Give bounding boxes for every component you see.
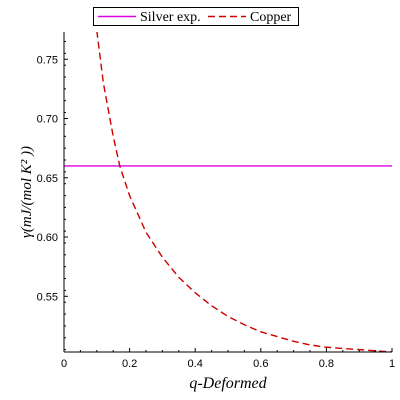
x-tick-label: 0.4 [188,358,203,370]
y-axis-title: γ(mJ/(mol K² )) [19,146,35,238]
series-line-copper [96,32,392,352]
y-tick-label: 0.55 [37,291,58,303]
plot-area [64,32,392,352]
legend: Silver exp. Copper [93,7,299,26]
x-tick-label: 0.6 [253,358,268,370]
x-tick-label: 1 [389,358,395,370]
axes: 0 0.2 0.4 0.6 0.8 1 0.55 0.60 0.65 0.70 0.75 [37,32,395,370]
x-tick-label: 0 [61,358,67,370]
y-tick-label: 0.75 [37,54,58,66]
y-tick-label: 0.60 [37,232,58,244]
series-group [64,32,392,352]
legend-box [93,7,299,26]
legend-label: Copper [250,10,292,25]
x-axis-title: q-Deformed [189,375,267,392]
y-tick-label: 0.65 [37,173,58,185]
y-tick-label: 0.70 [37,114,58,126]
legend-label: Silver exp. [140,10,201,25]
x-tick-label: 0.2 [122,358,137,370]
x-tick-label: 0.8 [319,358,334,370]
